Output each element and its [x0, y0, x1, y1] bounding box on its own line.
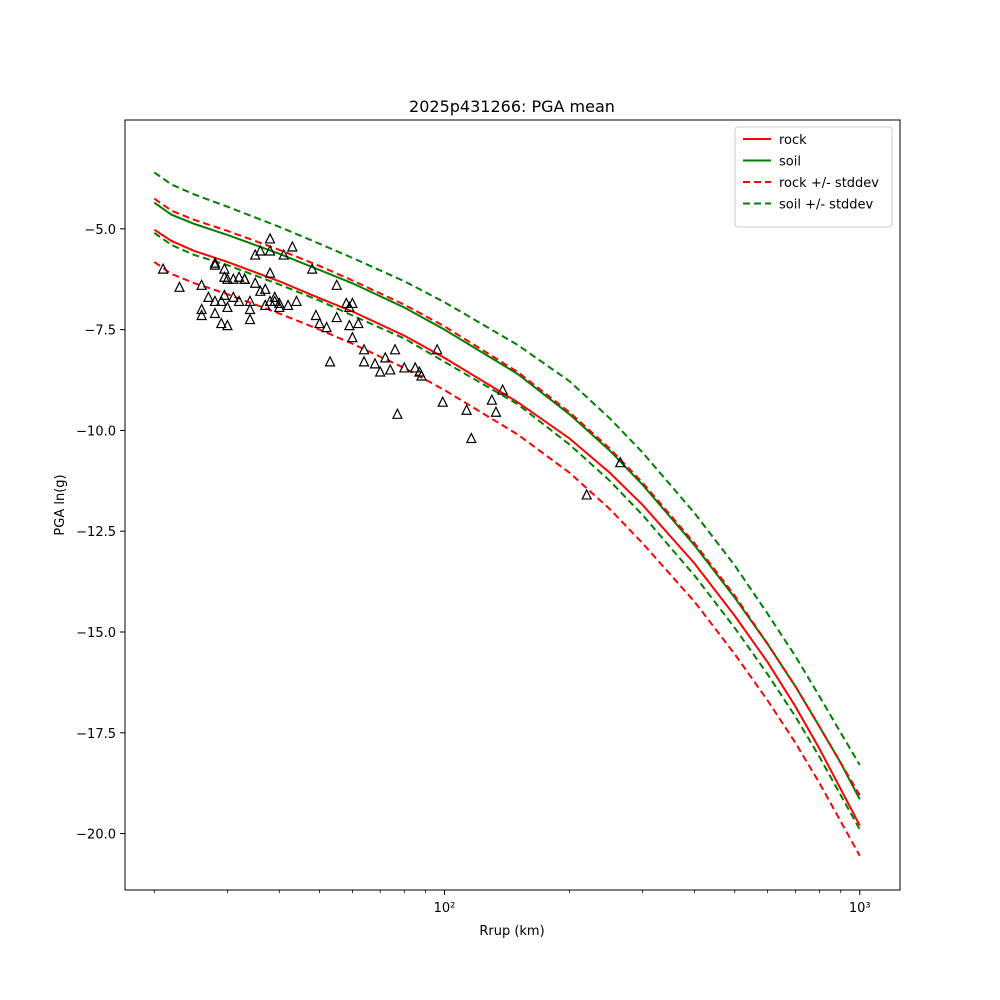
observation-point: [497, 383, 509, 395]
observation-point: [384, 363, 396, 375]
observation-point: [269, 291, 281, 302]
observation-point: [157, 262, 169, 274]
observation-point: [346, 297, 358, 309]
x-tick-label: 10²: [434, 901, 456, 916]
series-line-soil-stddev-4: [153, 171, 861, 766]
observation-point: [314, 317, 326, 329]
observation-point: [343, 319, 355, 331]
observation-point: [215, 317, 227, 329]
observation-point: [278, 248, 290, 260]
observation-point: [310, 309, 322, 321]
x-axis-label: Rrup (km): [479, 924, 544, 939]
plot-frame: [124, 119, 901, 891]
legend-label: rock: [779, 133, 807, 148]
observation-point: [249, 276, 261, 288]
legend-label: soil: [779, 155, 801, 170]
observation-point: [306, 262, 318, 274]
observation-point: [239, 272, 251, 284]
observation-point: [331, 278, 343, 290]
series-line-rock-stddev-2: [153, 197, 861, 796]
observation-point: [209, 295, 221, 307]
y-tick-label: −10.0: [76, 424, 116, 439]
observation-point: [196, 309, 208, 321]
observation-point: [324, 355, 336, 367]
observation-point: [409, 361, 421, 373]
observation-point: [221, 301, 233, 313]
observation-point: [358, 355, 370, 367]
x-tick-label: 10³: [849, 901, 871, 916]
observation-point: [321, 321, 333, 333]
observation-point: [259, 282, 271, 294]
observation-point: [264, 232, 276, 244]
x-axis: 10² 10³: [153, 890, 871, 916]
legend-label: soil +/- stddev: [779, 198, 874, 213]
observation-point: [465, 432, 477, 444]
observation-point: [273, 301, 285, 313]
observation-point: [437, 395, 449, 407]
observation-point: [233, 295, 245, 307]
observation-point: [264, 244, 276, 256]
observation-point: [352, 317, 364, 329]
observation-point: [374, 365, 386, 377]
observation-point: [269, 295, 281, 307]
observation-point: [221, 319, 233, 331]
observation-point: [490, 405, 502, 417]
observation-point: [614, 456, 626, 468]
observation-point: [264, 266, 276, 278]
y-tick-label: −17.5: [76, 727, 116, 742]
observation-point: [389, 343, 401, 355]
legend-box: [734, 126, 893, 228]
observation-point: [581, 488, 593, 500]
observation-point: [215, 295, 227, 307]
y-tick-label: −15.0: [76, 626, 116, 641]
observation-point: [254, 244, 266, 256]
observation-point: [196, 278, 208, 290]
legend: rock soil rock +/- stddev soil +/- stddev: [734, 126, 893, 228]
y-tick-label: −5.0: [84, 223, 116, 238]
observation-point: [233, 270, 245, 282]
observation-point: [398, 361, 410, 373]
observation-point: [379, 351, 391, 363]
y-axis: −5.0 −7.5 −10.0 −12.5 −15.0 −17.5 −20.0: [76, 223, 125, 843]
observation-point: [346, 331, 358, 343]
observation-point: [486, 393, 498, 405]
observation-point: [358, 343, 370, 355]
observation-point: [331, 311, 343, 323]
observation-point: [221, 272, 233, 284]
observation-point: [286, 240, 298, 252]
observation-point: [202, 291, 214, 302]
observation-point: [369, 357, 381, 369]
y-tick-label: −7.5: [84, 324, 116, 339]
observation-point: [196, 303, 208, 315]
observation-point: [431, 343, 443, 355]
observation-point: [174, 280, 185, 292]
y-tick-label: −12.5: [76, 525, 116, 540]
observation-point: [209, 256, 221, 268]
observation-point: [291, 295, 302, 307]
legend-label: rock +/- stddev: [779, 176, 879, 191]
observation-point: [227, 291, 239, 302]
chart-title: 2025p431266: PGA mean: [409, 97, 615, 116]
observation-point: [218, 289, 230, 300]
observation-point: [273, 297, 285, 309]
observation-point: [416, 369, 427, 381]
series-line-soil-stddev-lower-5: [153, 232, 861, 831]
series-line-rock-0: [153, 228, 861, 826]
observation-point: [209, 307, 221, 319]
y-tick-label: −20.0: [76, 828, 116, 843]
observation-point: [461, 403, 473, 415]
y-axis-label: PGA ln(g): [53, 474, 68, 535]
observation-point: [244, 313, 256, 325]
observation-markers: [157, 232, 626, 500]
observation-point: [391, 407, 403, 419]
observation-point: [209, 258, 221, 270]
observation-point: [282, 299, 294, 311]
